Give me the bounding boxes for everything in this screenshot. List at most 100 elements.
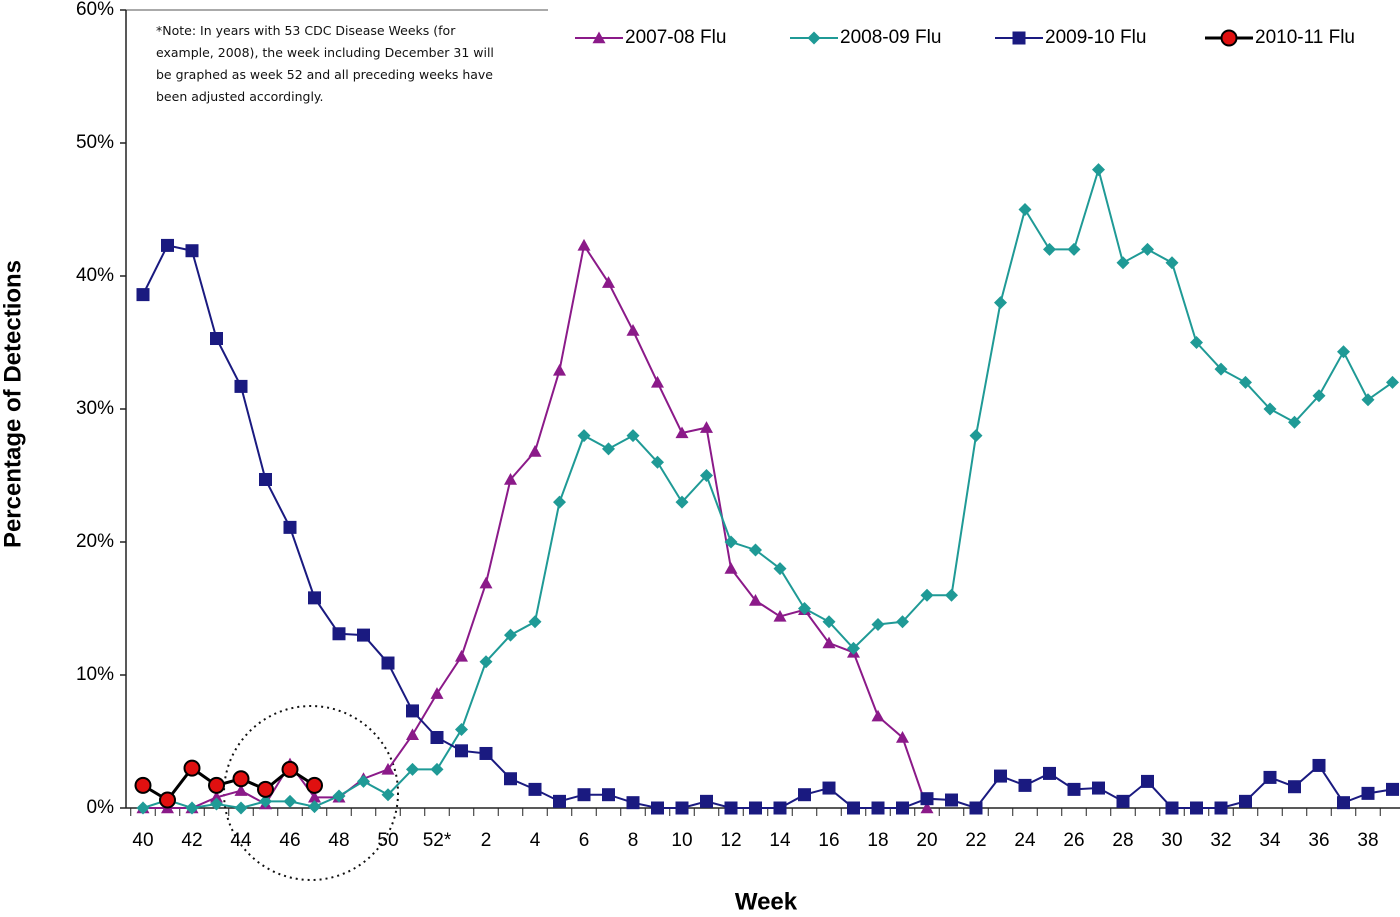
point	[185, 801, 199, 815]
point	[136, 288, 150, 302]
x-tick-label: 34	[1259, 830, 1281, 851]
point	[920, 792, 934, 806]
point	[675, 801, 689, 815]
point	[724, 535, 738, 549]
point	[602, 276, 615, 288]
legend-label: 2008-09 Flu	[840, 27, 941, 48]
point	[626, 429, 640, 443]
point	[749, 801, 762, 815]
point	[822, 615, 836, 629]
point	[455, 744, 468, 758]
y-tick-label: 40%	[76, 265, 114, 286]
point	[920, 801, 934, 814]
point	[283, 520, 297, 534]
point	[381, 762, 395, 775]
point	[773, 562, 787, 576]
point	[161, 238, 174, 252]
x-tick-label: 44	[230, 830, 252, 851]
x-tick-label: 4	[530, 830, 541, 851]
point	[406, 762, 419, 776]
point	[871, 801, 885, 815]
point	[1092, 163, 1105, 177]
point	[406, 728, 419, 741]
point	[994, 769, 1007, 783]
point	[504, 628, 517, 642]
point	[306, 776, 323, 794]
point	[1288, 415, 1301, 429]
y-axis-title: Percentage of Detections	[0, 260, 26, 548]
point	[185, 244, 199, 258]
x-tick-label: 42	[181, 830, 202, 851]
point	[430, 731, 444, 745]
series-line	[142, 244, 1393, 810]
point	[700, 794, 713, 808]
point	[1116, 256, 1130, 270]
point	[822, 781, 836, 795]
point	[773, 801, 787, 815]
point	[259, 794, 272, 808]
point	[528, 782, 542, 796]
point	[257, 780, 274, 798]
point	[1018, 778, 1032, 792]
point	[577, 238, 591, 251]
highlight-circle	[223, 705, 399, 881]
x-tick-label: 2	[481, 830, 492, 851]
point	[1067, 242, 1081, 256]
point	[1092, 781, 1105, 795]
point	[1361, 786, 1375, 800]
x-tick-label: 22	[965, 830, 986, 851]
point	[455, 723, 468, 737]
point	[259, 472, 272, 486]
x-tick-label: 30	[1161, 830, 1182, 851]
point	[847, 801, 860, 815]
point	[208, 776, 225, 794]
point	[1263, 402, 1277, 416]
legend-marker	[1012, 31, 1026, 45]
point	[896, 615, 909, 629]
point	[651, 801, 664, 815]
point	[798, 602, 811, 615]
point	[1312, 389, 1326, 403]
point	[308, 790, 321, 803]
x-tick-label: 32	[1210, 830, 1231, 851]
point	[210, 332, 223, 346]
point	[136, 801, 150, 815]
point	[308, 591, 321, 605]
point	[651, 375, 664, 388]
point	[675, 495, 689, 509]
x-axis-title: Week	[735, 888, 798, 915]
legend-label: 2010-11 Flu	[1255, 27, 1355, 48]
point	[430, 762, 444, 776]
point	[626, 796, 640, 810]
point	[1116, 794, 1130, 808]
point	[1190, 336, 1203, 349]
series-line	[143, 242, 928, 809]
point	[1043, 242, 1056, 256]
point	[234, 379, 248, 393]
point	[553, 495, 566, 509]
point	[700, 421, 713, 433]
point	[553, 363, 566, 376]
x-tick-label: 20	[916, 830, 937, 851]
point	[357, 628, 370, 642]
point	[1239, 375, 1252, 389]
point	[675, 426, 689, 439]
point	[773, 609, 787, 622]
point	[504, 472, 517, 485]
point	[1386, 782, 1399, 796]
point	[724, 562, 738, 574]
point	[1043, 766, 1056, 780]
x-tick-label: 26	[1063, 830, 1084, 851]
point	[724, 801, 738, 815]
point	[1263, 770, 1277, 784]
legend-marker	[807, 31, 821, 45]
point	[1361, 393, 1375, 407]
point	[896, 801, 909, 815]
point	[577, 429, 591, 443]
point	[749, 543, 762, 557]
point	[210, 790, 223, 803]
y-tick-label: 30%	[76, 398, 114, 419]
y-tick-label: 60%	[76, 0, 114, 20]
y-tick-label: 20%	[76, 531, 114, 552]
